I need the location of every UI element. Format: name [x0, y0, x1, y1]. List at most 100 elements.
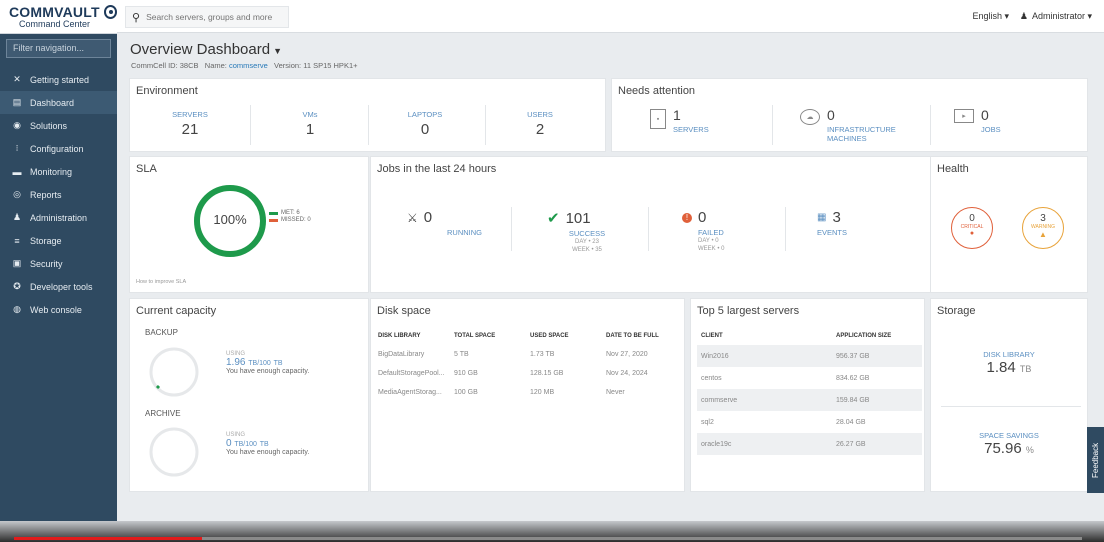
- user-menu[interactable]: ♟ Administrator ▾: [1020, 11, 1092, 22]
- jobs-failed[interactable]: ! 0 FAILED DAY • 0 WEEK • 0: [682, 209, 742, 253]
- sidebar-item-dashboard[interactable]: ▤ Dashboard: [0, 91, 117, 114]
- improve-sla-link[interactable]: How to improve SLA: [136, 279, 187, 285]
- sidebar-item-configuration[interactable]: ⁝ Configuration: [0, 137, 117, 160]
- missed-swatch: [269, 218, 278, 222]
- metric-vms[interactable]: VMs 1: [275, 110, 345, 138]
- jobs-success[interactable]: ✔ 101 SUCCESS DAY • 23 WEEK • 35: [547, 209, 627, 254]
- divider: [511, 207, 512, 251]
- storage-space-savings[interactable]: SPACE SAVINGS 75.96 %: [931, 431, 1087, 457]
- attention-infrastructure[interactable]: ☁ 0 INFRASTRUCTURE MACHINES: [800, 107, 907, 143]
- table-row[interactable]: MediaAgentStorag... 100 GB 120 MB Never: [374, 383, 678, 402]
- column-header[interactable]: DATE TO BE FULL: [606, 333, 659, 339]
- backup-label: BACKUP: [145, 328, 178, 337]
- health-critical[interactable]: 0 CRITICAL ●: [951, 207, 993, 249]
- language-selector[interactable]: English ▾: [972, 11, 1009, 21]
- brand-subtitle: Command Center: [19, 19, 91, 29]
- column-header[interactable]: TOTAL SPACE: [454, 333, 496, 339]
- gear-icon: ✪: [13, 281, 21, 291]
- events-label: EVENTS: [817, 228, 848, 237]
- tools-icon: ✕: [13, 74, 21, 84]
- failed-week: WEEK • 0: [698, 246, 725, 252]
- filter-navigation-input[interactable]: Filter navigation...: [6, 39, 111, 58]
- sidebar-item-label: Administration: [30, 212, 88, 223]
- search-input[interactable]: [146, 12, 277, 22]
- sidebar-item-label: Web console: [30, 304, 82, 315]
- column-header[interactable]: USED SPACE: [530, 333, 569, 339]
- table-row[interactable]: centos 834.62 GB: [697, 367, 922, 389]
- column-header[interactable]: APPLICATION SIZE: [836, 333, 892, 339]
- brand-name: COMMVAULT: [9, 4, 100, 20]
- attention-value: 0: [827, 107, 835, 123]
- sidebar-item-administration[interactable]: ♟ Administration: [0, 206, 117, 229]
- cell: BigDataLibrary: [378, 351, 425, 358]
- card-title: Storage: [937, 305, 976, 317]
- attention-jobs[interactable]: ▸ 0 JOBS: [954, 108, 1001, 134]
- solutions-icon: ◉: [13, 120, 21, 130]
- cell: DefaultStoragePool...: [378, 370, 445, 377]
- sla-donut[interactable]: [190, 181, 270, 261]
- warning-value: 3: [1040, 213, 1046, 224]
- commvault-logo[interactable]: COMMVAULT Command Center: [0, 0, 117, 34]
- sidebar-item-developer-tools[interactable]: ✪ Developer tools: [0, 275, 117, 298]
- jobs-running[interactable]: ⚔ 0 RUNNING: [407, 209, 482, 237]
- progress-bar-track[interactable]: [202, 537, 1082, 540]
- sidebar-item-getting-started[interactable]: ✕ Getting started: [0, 68, 117, 91]
- divider: [941, 406, 1081, 407]
- table-header: DISK LIBRARY TOTAL SPACE USED SPACE DATE…: [374, 327, 678, 345]
- dashboard-icon: ▤: [12, 97, 22, 107]
- warning-icon: ▲: [1039, 230, 1047, 239]
- cell: oracle19c: [697, 433, 832, 455]
- jobs-events[interactable]: ▦ 3 EVENTS: [817, 209, 847, 237]
- error-icon: !: [682, 212, 692, 223]
- sidebar-item-reports[interactable]: ◎ Reports: [0, 183, 117, 206]
- card-title: Jobs in the last 24 hours: [377, 163, 497, 175]
- success-day: DAY • 23: [575, 239, 599, 245]
- card-title: Health: [937, 163, 969, 175]
- page-title[interactable]: Overview Dashboard ▼: [130, 41, 282, 58]
- cell: Win2016: [697, 345, 832, 367]
- card-title: Top 5 largest servers: [697, 305, 800, 317]
- environment-card: Environment SERVERS 21 VMs 1 LAPTOPS 0 USER…: [129, 78, 606, 152]
- progress-bar-played[interactable]: [14, 537, 202, 540]
- attention-label: SERVERS: [673, 125, 709, 134]
- divider: [930, 105, 931, 145]
- column-header[interactable]: CLIENT: [701, 333, 723, 339]
- check-icon: ✔: [547, 210, 560, 227]
- using-label: USING: [226, 351, 246, 357]
- sidebar-item-monitoring[interactable]: ▬ Monitoring: [0, 160, 117, 183]
- commserve-link[interactable]: commserve: [228, 61, 268, 70]
- cell: 910 GB: [454, 370, 478, 377]
- cell: 5 TB: [454, 351, 469, 358]
- divider: [785, 207, 786, 251]
- table-row[interactable]: Win2016 956.37 GB: [697, 345, 922, 367]
- running-icon: ⚔: [407, 210, 418, 225]
- column-header[interactable]: DISK LIBRARY: [378, 333, 421, 339]
- sla-percent: 100%: [213, 212, 247, 227]
- table-row[interactable]: commserve 159.84 GB: [697, 389, 922, 411]
- metric-label: VMs: [302, 110, 318, 119]
- sidebar-item-label: Reports: [30, 189, 62, 200]
- table-row[interactable]: oracle19c 26.27 GB: [697, 433, 922, 455]
- metric-users[interactable]: USERS 2: [505, 110, 575, 138]
- disk-library-label: DISK LIBRARY: [983, 350, 1035, 359]
- sidebar-item-security[interactable]: ▣ Security: [0, 252, 117, 275]
- using-label: USING: [226, 432, 246, 438]
- table-row[interactable]: BigDataLibrary 5 TB 1.73 TB Nov 27, 2020: [374, 345, 678, 364]
- table-row[interactable]: DefaultStoragePool... 910 GB 128.15 GB Nov …: [374, 364, 678, 383]
- space-savings-unit: %: [1025, 445, 1034, 455]
- sidebar-item-solutions[interactable]: ◉ Solutions: [0, 114, 117, 137]
- sidebar-item-storage[interactable]: ≡ Storage: [0, 229, 117, 252]
- sidebar-item-label: Getting started: [30, 74, 90, 85]
- cell: Nov 27, 2020: [606, 351, 648, 358]
- cell: centos: [701, 374, 722, 382]
- search-box[interactable]: ⚲: [125, 6, 289, 28]
- metric-servers[interactable]: SERVERS 21: [155, 110, 225, 138]
- table-row[interactable]: sql2 28.04 GB: [697, 411, 922, 433]
- sidebar-item-web-console[interactable]: ◍ Web console: [0, 298, 117, 321]
- storage-disk-library[interactable]: DISK LIBRARY 1.84 TB: [931, 350, 1087, 376]
- metric-laptops[interactable]: LAPTOPS 0: [390, 110, 460, 138]
- attention-servers[interactable]: ▪ 1 SERVERS: [650, 108, 709, 134]
- feedback-tab[interactable]: Feedback: [1087, 427, 1104, 493]
- health-warning[interactable]: 3 WARNING ▲: [1022, 207, 1064, 249]
- archive-gauge: [149, 427, 199, 477]
